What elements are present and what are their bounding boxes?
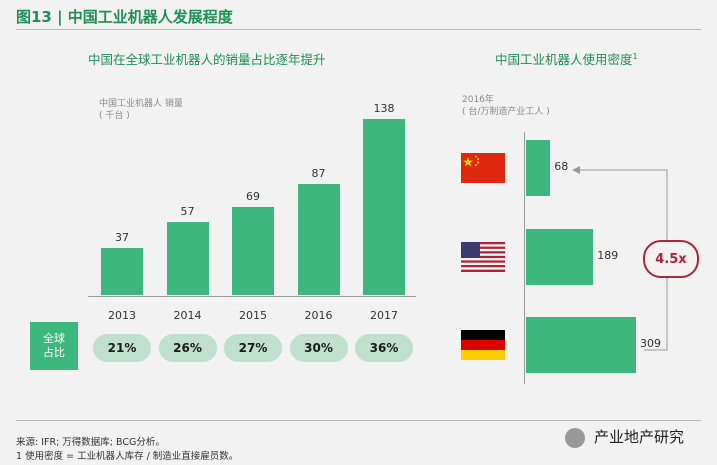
density-value-label: 309 [640, 337, 661, 350]
global-share-pill: 30% [289, 334, 348, 362]
bottom-divider [16, 420, 701, 421]
watermark-text: 产业地产研究 [594, 428, 685, 446]
left-unit-line2: ( 千台 ) [99, 111, 130, 121]
right-chart-title-footnote-mark: 1 [632, 51, 638, 61]
right-unit-line1: 2016年 [462, 95, 494, 105]
footnote: 1 使用密度 = 工业机器人库存 / 制造业直接雇员数。 [16, 451, 239, 462]
year-tick-label: 2016 [304, 309, 333, 322]
global-share-pill: 26% [158, 334, 217, 362]
sales-bar-2016 [297, 184, 340, 295]
density-bar-usa [526, 229, 594, 285]
left-x-axis [88, 296, 416, 297]
global-share-pill: 27% [224, 334, 282, 362]
sales-bar-2013 [101, 247, 143, 295]
sales-bar-2014 [166, 222, 209, 295]
sales-value-label: 37 [115, 230, 129, 244]
density-value-label: 68 [554, 160, 569, 173]
china-flag-icon [461, 153, 505, 183]
sales-bar-2015 [232, 207, 274, 295]
sales-value-label: 87 [311, 167, 326, 181]
year-tick-label: 2014 [173, 309, 202, 322]
top-divider [16, 29, 701, 30]
sales-value-label: 138 [373, 102, 395, 115]
sales-value-label: 69 [246, 190, 260, 203]
year-tick-label: 2015 [239, 309, 267, 322]
wechat-logo-icon [565, 428, 585, 448]
comparison-bracket [572, 166, 668, 351]
global-share-pill: 36% [355, 334, 413, 362]
right-y-axis [524, 132, 525, 384]
year-tick-label: 2017 [370, 309, 398, 322]
global-share-label: 全球 占比 [30, 322, 78, 370]
density-bar-germany [526, 317, 636, 373]
density-bar-china [526, 140, 551, 196]
usa-flag-icon [461, 242, 505, 272]
figure-title: 图13 | 中国工业机器人发展程度 [16, 8, 233, 26]
left-chart-title: 中国在全球工业机器人的销量占比逐年提升 [88, 52, 326, 67]
year-tick-label: 2013 [108, 309, 136, 322]
left-unit-line1: 中国工业机器人 销量 [99, 99, 183, 109]
density-value-label: 189 [597, 249, 619, 262]
germany-flag-icon [461, 330, 505, 360]
source-note: 来源: IFR; 万得数据库; BCG分析。 [16, 437, 165, 448]
right-chart-title-text: 中国工业机器人使用密度 [495, 52, 633, 67]
sales-bar-2017 [363, 119, 405, 295]
right-chart-title: 中国工业机器人使用密度1 [495, 49, 638, 68]
sales-value-label: 57 [180, 205, 195, 219]
global-share-pill: 21% [93, 334, 151, 362]
right-unit-line2: ( 台/万制造产业工人 ) [462, 107, 550, 117]
multiplier-callout: 4.5x [643, 240, 699, 278]
